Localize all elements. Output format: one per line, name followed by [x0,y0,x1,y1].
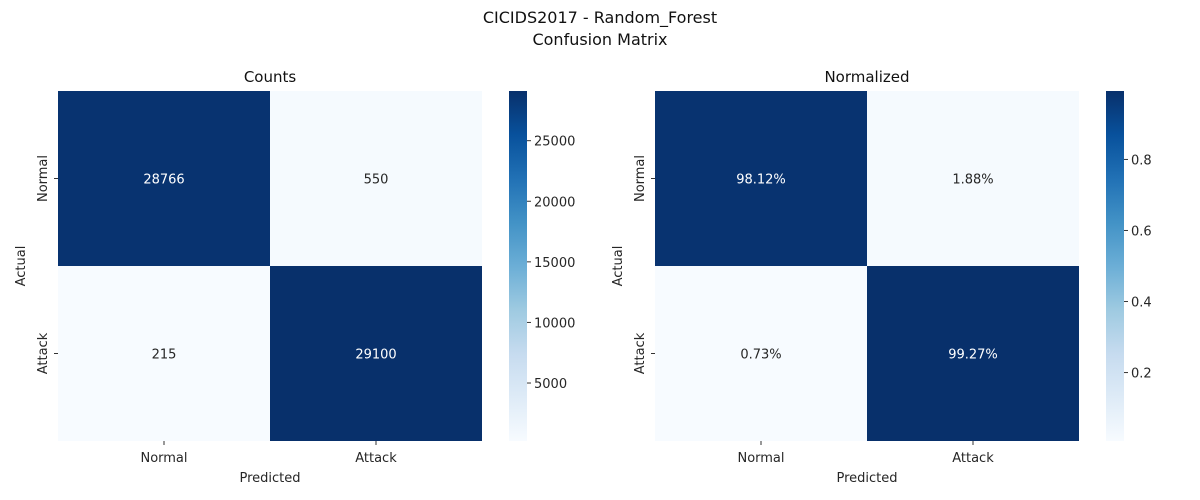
x-axis-label: Predicted [239,471,300,486]
y-tick-label: Attack [36,332,51,374]
y-tick-label: Normal [36,155,51,202]
x-tick-label: Attack [355,451,397,466]
cell-label: 550 [364,173,389,188]
y-axis-label: Actual [611,246,626,287]
colorbar-tick-label: 20000 [534,195,575,210]
x-tick-label: Normal [737,451,784,466]
colorbar-gradient [1106,91,1124,441]
colorbar-gradient [509,91,527,441]
x-axis-label: Predicted [836,471,897,486]
colorbar-tick-label: 0.2 [1131,367,1152,382]
x-tick-label: Normal [140,451,187,466]
panel-normalized: Normalized 98.12% 1.88% 0.73% 99.27% Normal At… [611,68,1152,486]
colorbar-tick-label: 15000 [534,256,575,271]
y-tick-label: Attack [633,332,648,374]
colorbar: 0.2 0.4 0.6 0.8 [1106,91,1152,441]
y-tick-label: Normal [633,155,648,202]
colorbar-tick-label: 0.6 [1131,224,1152,239]
colorbar-tick-label: 0.4 [1131,296,1152,311]
colorbar-tick-label: 25000 [534,135,575,150]
cell-label: 1.88% [952,173,993,188]
y-axis-label: Actual [14,246,29,287]
cell-label: 99.27% [948,348,998,363]
figure-title-line-1: CICIDS2017 - Random_Forest [483,8,717,28]
cell-label: 29100 [355,348,396,363]
x-tick-label: Attack [952,451,994,466]
figure-title-line-2: Confusion Matrix [532,30,667,49]
colorbar-tick-label: 5000 [534,377,567,392]
colorbar: 5000 10000 15000 20000 25000 [509,91,575,441]
cell-label: 0.73% [740,348,781,363]
cell-label: 215 [152,348,177,363]
panel-counts: Counts 28766 550 215 29100 Normal Attack Normal… [14,68,575,486]
colorbar-tick-label: 0.8 [1131,153,1152,168]
panel-title: Normalized [824,68,909,86]
cell-label: 98.12% [736,173,786,188]
colorbar-tick-label: 10000 [534,316,575,331]
cell-label: 28766 [143,173,184,188]
panel-title: Counts [244,68,297,86]
